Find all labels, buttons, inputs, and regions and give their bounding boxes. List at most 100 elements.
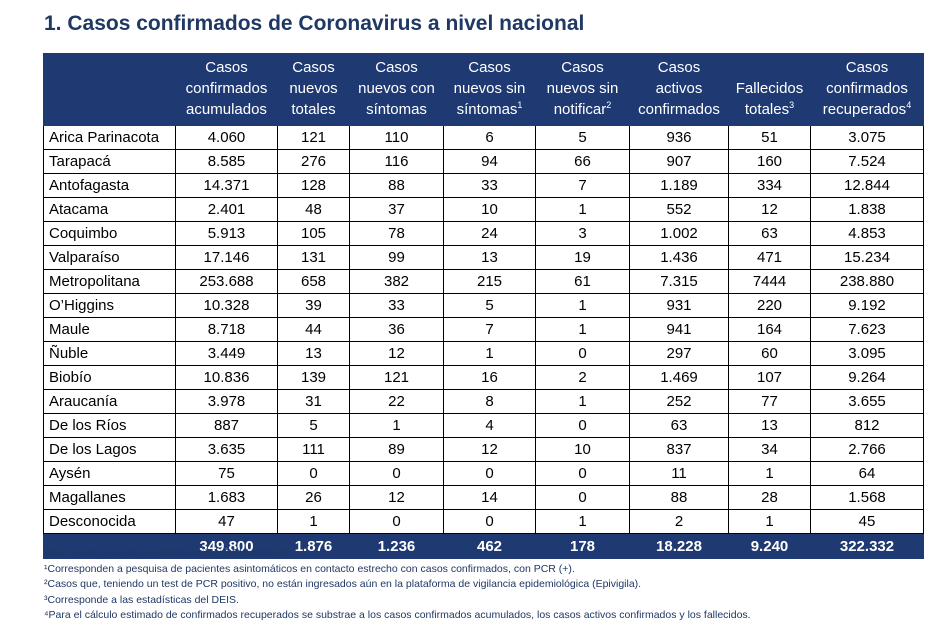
table-cell: 34 [728,437,811,462]
table-cell: 45 [810,509,924,534]
region-name: De los Lagos [43,437,176,462]
table-cell: 2.401 [175,197,278,222]
table-cell: 10.836 [175,365,278,390]
table-cell: 139 [277,365,350,390]
table-cell: 1 [443,341,536,366]
table-cell: 276 [277,149,350,174]
table-cell: 10 [443,197,536,222]
column-header-line: confirmados [638,101,720,118]
table-cell: 1 [535,509,630,534]
page-title: 1. Casos confirmados de Coronavirus a ni… [44,12,585,35]
table-cell: 51 [728,125,811,150]
region-name: Maule [43,317,176,342]
column-header: Casos nuevos totales [277,53,350,126]
table-cell: 1.683 [175,485,278,510]
table-cell: 297 [629,341,729,366]
table-cell: 0 [277,461,350,486]
table-cell: 14 [443,485,536,510]
totals-row: 349.800 1.876 1.236 462 178 18.228 9.240 322.33… [43,533,924,559]
region-name: Arica Parinacota [43,125,176,150]
table-body: Arica Parinacota 4.060 121 110 6 5 936 51 3.075 T… [43,125,924,559]
table-cell: 17.146 [175,245,278,270]
table-cell: 220 [728,293,811,318]
table-row: Araucanía 3.978 31 22 8 1 252 77 3.655 [43,389,924,414]
region-name: O’Higgins [43,293,176,318]
table-row: Metropolitana 253.688 658 382 215 61 7.315 7444… [43,269,924,294]
footnote-marker: 2 [606,100,612,110]
column-header-line: confirmados [185,80,268,97]
table-cell: 121 [349,365,444,390]
table-cell: 0 [535,413,630,438]
column-header [43,53,176,126]
column-header: Casos nuevos con síntomas [349,53,444,126]
table-row: Maule 8.718 44 36 7 1 941 164 7.623 [43,317,924,342]
region-name: Araucanía [43,389,176,414]
table-cell: 5.913 [175,221,278,246]
table-row: Desconocida 47 1 0 0 1 2 1 45 [43,509,924,534]
table-cell: 9.264 [810,365,924,390]
table-cell: 26 [277,485,350,510]
table-cell: 3.655 [810,389,924,414]
table-cell: 3 [535,221,630,246]
table-cell: 3.095 [810,341,924,366]
table-cell: 7 [443,317,536,342]
column-header-line: acumulados [186,101,267,118]
column-header-line: Casos [205,59,248,76]
table-row: Atacama 2.401 48 37 10 1 552 12 1.838 [43,197,924,222]
table-cell: 0 [443,461,536,486]
table-cell: 44 [277,317,350,342]
table-cell: 39 [277,293,350,318]
table-cell: 78 [349,221,444,246]
column-header-line: Fallecidos [735,80,804,97]
column-header-line: Casos [468,59,511,76]
table-cell: 2.766 [810,437,924,462]
column-header: Casos confirmados acumulados [175,53,278,126]
table-cell: 7.315 [629,269,729,294]
column-header-line: nuevos con [358,80,435,97]
table-cell: 110 [349,125,444,150]
table-cell: 131 [277,245,350,270]
table-cell: 24 [443,221,536,246]
table-cell: 12.844 [810,173,924,198]
column-header-line: nuevos sin [453,80,526,97]
table-cell: 10.328 [175,293,278,318]
table-row: De los Lagos 3.635 111 89 12 10 837 34 2.766 [43,437,924,462]
table-cell: 4.853 [810,221,924,246]
total-cell: 18.228 [629,533,729,559]
table-cell: 36 [349,317,444,342]
table-cell: 3.635 [175,437,278,462]
region-name: Ñuble [43,341,176,366]
table-cell: 75 [175,461,278,486]
table-cell: 15.234 [810,245,924,270]
table-cell: 0 [349,461,444,486]
table-cell: 14.371 [175,173,278,198]
table-cell: 1 [535,293,630,318]
table-cell: 63 [629,413,729,438]
table-row: Coquimbo 5.913 105 78 24 3 1.002 63 4.853 [43,221,924,246]
table-cell: 334 [728,173,811,198]
table-row: Arica Parinacota 4.060 121 110 6 5 936 51 3.075 [43,125,924,150]
region-name: Magallanes [43,485,176,510]
table-cell: 10 [535,437,630,462]
table-cell: 0 [535,485,630,510]
table-row: Tarapacá 8.585 276 116 94 66 907 160 7.524 [43,149,924,174]
table-cell: 907 [629,149,729,174]
region-name: Antofagasta [43,173,176,198]
table-cell: 12 [728,197,811,222]
table-cell: 88 [349,173,444,198]
region-name: Metropolitana [43,269,176,294]
table-cell: 0 [349,509,444,534]
column-header-line: notificar [553,101,607,118]
table-cell: 63 [728,221,811,246]
table-cell: 116 [349,149,444,174]
table-cell: 105 [277,221,350,246]
total-cell: 1.236 [349,533,444,559]
table-cell: 16 [443,365,536,390]
table-cell: 6 [443,125,536,150]
table-cell: 7444 [728,269,811,294]
table-cell: 471 [728,245,811,270]
table-row: Magallanes 1.683 26 12 14 0 88 28 1.568 [43,485,924,510]
table-cell: 13 [728,413,811,438]
total-cell: 322.332 [810,533,924,559]
table-cell: 1.469 [629,365,729,390]
